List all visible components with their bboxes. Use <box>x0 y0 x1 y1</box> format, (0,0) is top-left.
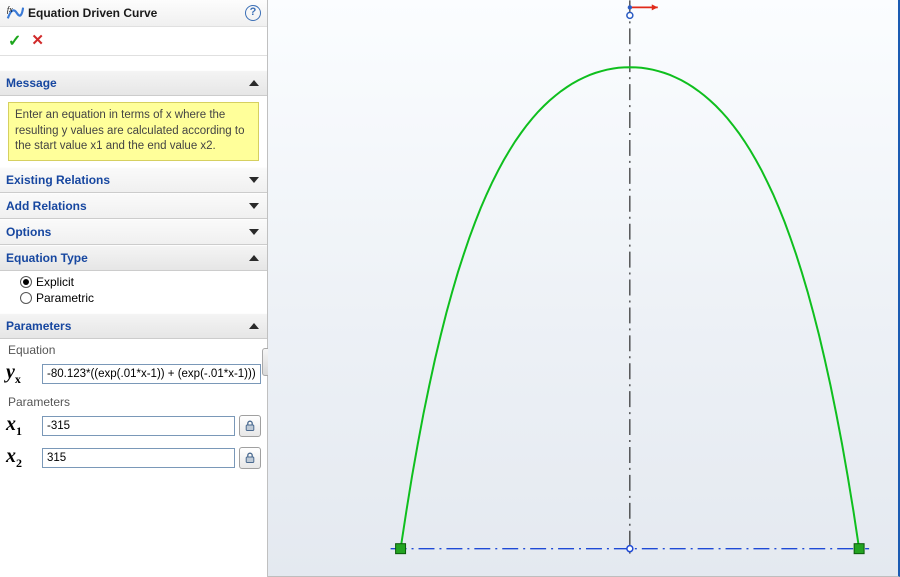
x2-input[interactable] <box>42 448 235 468</box>
x2-label: x2 <box>6 445 38 471</box>
radio-parametric-label: Parametric <box>36 291 94 305</box>
section-message-title: Message <box>6 76 57 90</box>
radio-explicit[interactable]: Explicit <box>20 275 263 289</box>
panel-actions: ✓ ✕ <box>0 27 267 56</box>
chevron-up-icon <box>249 323 259 329</box>
x1-label: x1 <box>6 413 38 439</box>
chevron-down-icon <box>249 177 259 183</box>
section-equation-type-header[interactable]: Equation Type <box>0 245 267 271</box>
section-add-relations-header[interactable]: Add Relations <box>0 193 267 219</box>
section-parameters-header[interactable]: Parameters <box>0 313 267 339</box>
section-message-body: Enter an equation in terms of x where th… <box>0 96 267 167</box>
radio-explicit-label: Explicit <box>36 275 74 289</box>
radio-dot-icon <box>20 276 32 288</box>
x1-lock-button[interactable] <box>239 415 261 437</box>
curve-feature-icon: fx <box>6 4 24 22</box>
equation-type-group: Explicit Parametric <box>0 271 267 313</box>
chevron-down-icon <box>249 203 259 209</box>
ok-button[interactable]: ✓ <box>8 31 21 51</box>
section-existing-relations-title: Existing Relations <box>6 173 110 187</box>
parameters-sublabel: Parameters <box>0 391 267 411</box>
property-manager-panel: fx Equation Driven Curve ? ✓ ✕ Message E… <box>0 0 268 577</box>
section-parameters-title: Parameters <box>6 319 71 333</box>
section-options-header[interactable]: Options <box>0 219 267 245</box>
x1-input[interactable] <box>42 416 235 436</box>
help-icon[interactable]: ? <box>245 5 261 21</box>
section-message-header[interactable]: Message <box>0 70 267 96</box>
section-options-title: Options <box>6 225 51 239</box>
section-add-relations-title: Add Relations <box>6 199 87 213</box>
x2-row: x2 <box>0 443 267 475</box>
equation-input[interactable] <box>42 364 261 384</box>
graphics-viewport[interactable] <box>268 0 900 577</box>
section-equation-type-title: Equation Type <box>6 251 88 265</box>
panel-title: Equation Driven Curve <box>28 6 245 20</box>
chevron-up-icon <box>249 80 259 86</box>
cancel-button[interactable]: ✕ <box>31 31 44 51</box>
section-existing-relations-header[interactable]: Existing Relations <box>0 167 267 193</box>
chevron-up-icon <box>249 255 259 261</box>
yx-label: yx <box>6 361 38 387</box>
equation-sublabel: Equation <box>0 339 267 359</box>
message-text: Enter an equation in terms of x where th… <box>8 102 259 161</box>
x2-lock-button[interactable] <box>239 447 261 469</box>
svg-text:fx: fx <box>7 5 13 14</box>
lock-icon <box>244 420 256 432</box>
equation-yx-row: yx <box>0 359 267 391</box>
chevron-down-icon <box>249 229 259 235</box>
lock-icon <box>244 452 256 464</box>
graphics-svg <box>268 0 898 576</box>
radio-parametric[interactable]: Parametric <box>20 291 263 305</box>
panel-header: fx Equation Driven Curve ? <box>0 0 267 27</box>
x1-row: x1 <box>0 411 267 443</box>
radio-dot-icon <box>20 292 32 304</box>
